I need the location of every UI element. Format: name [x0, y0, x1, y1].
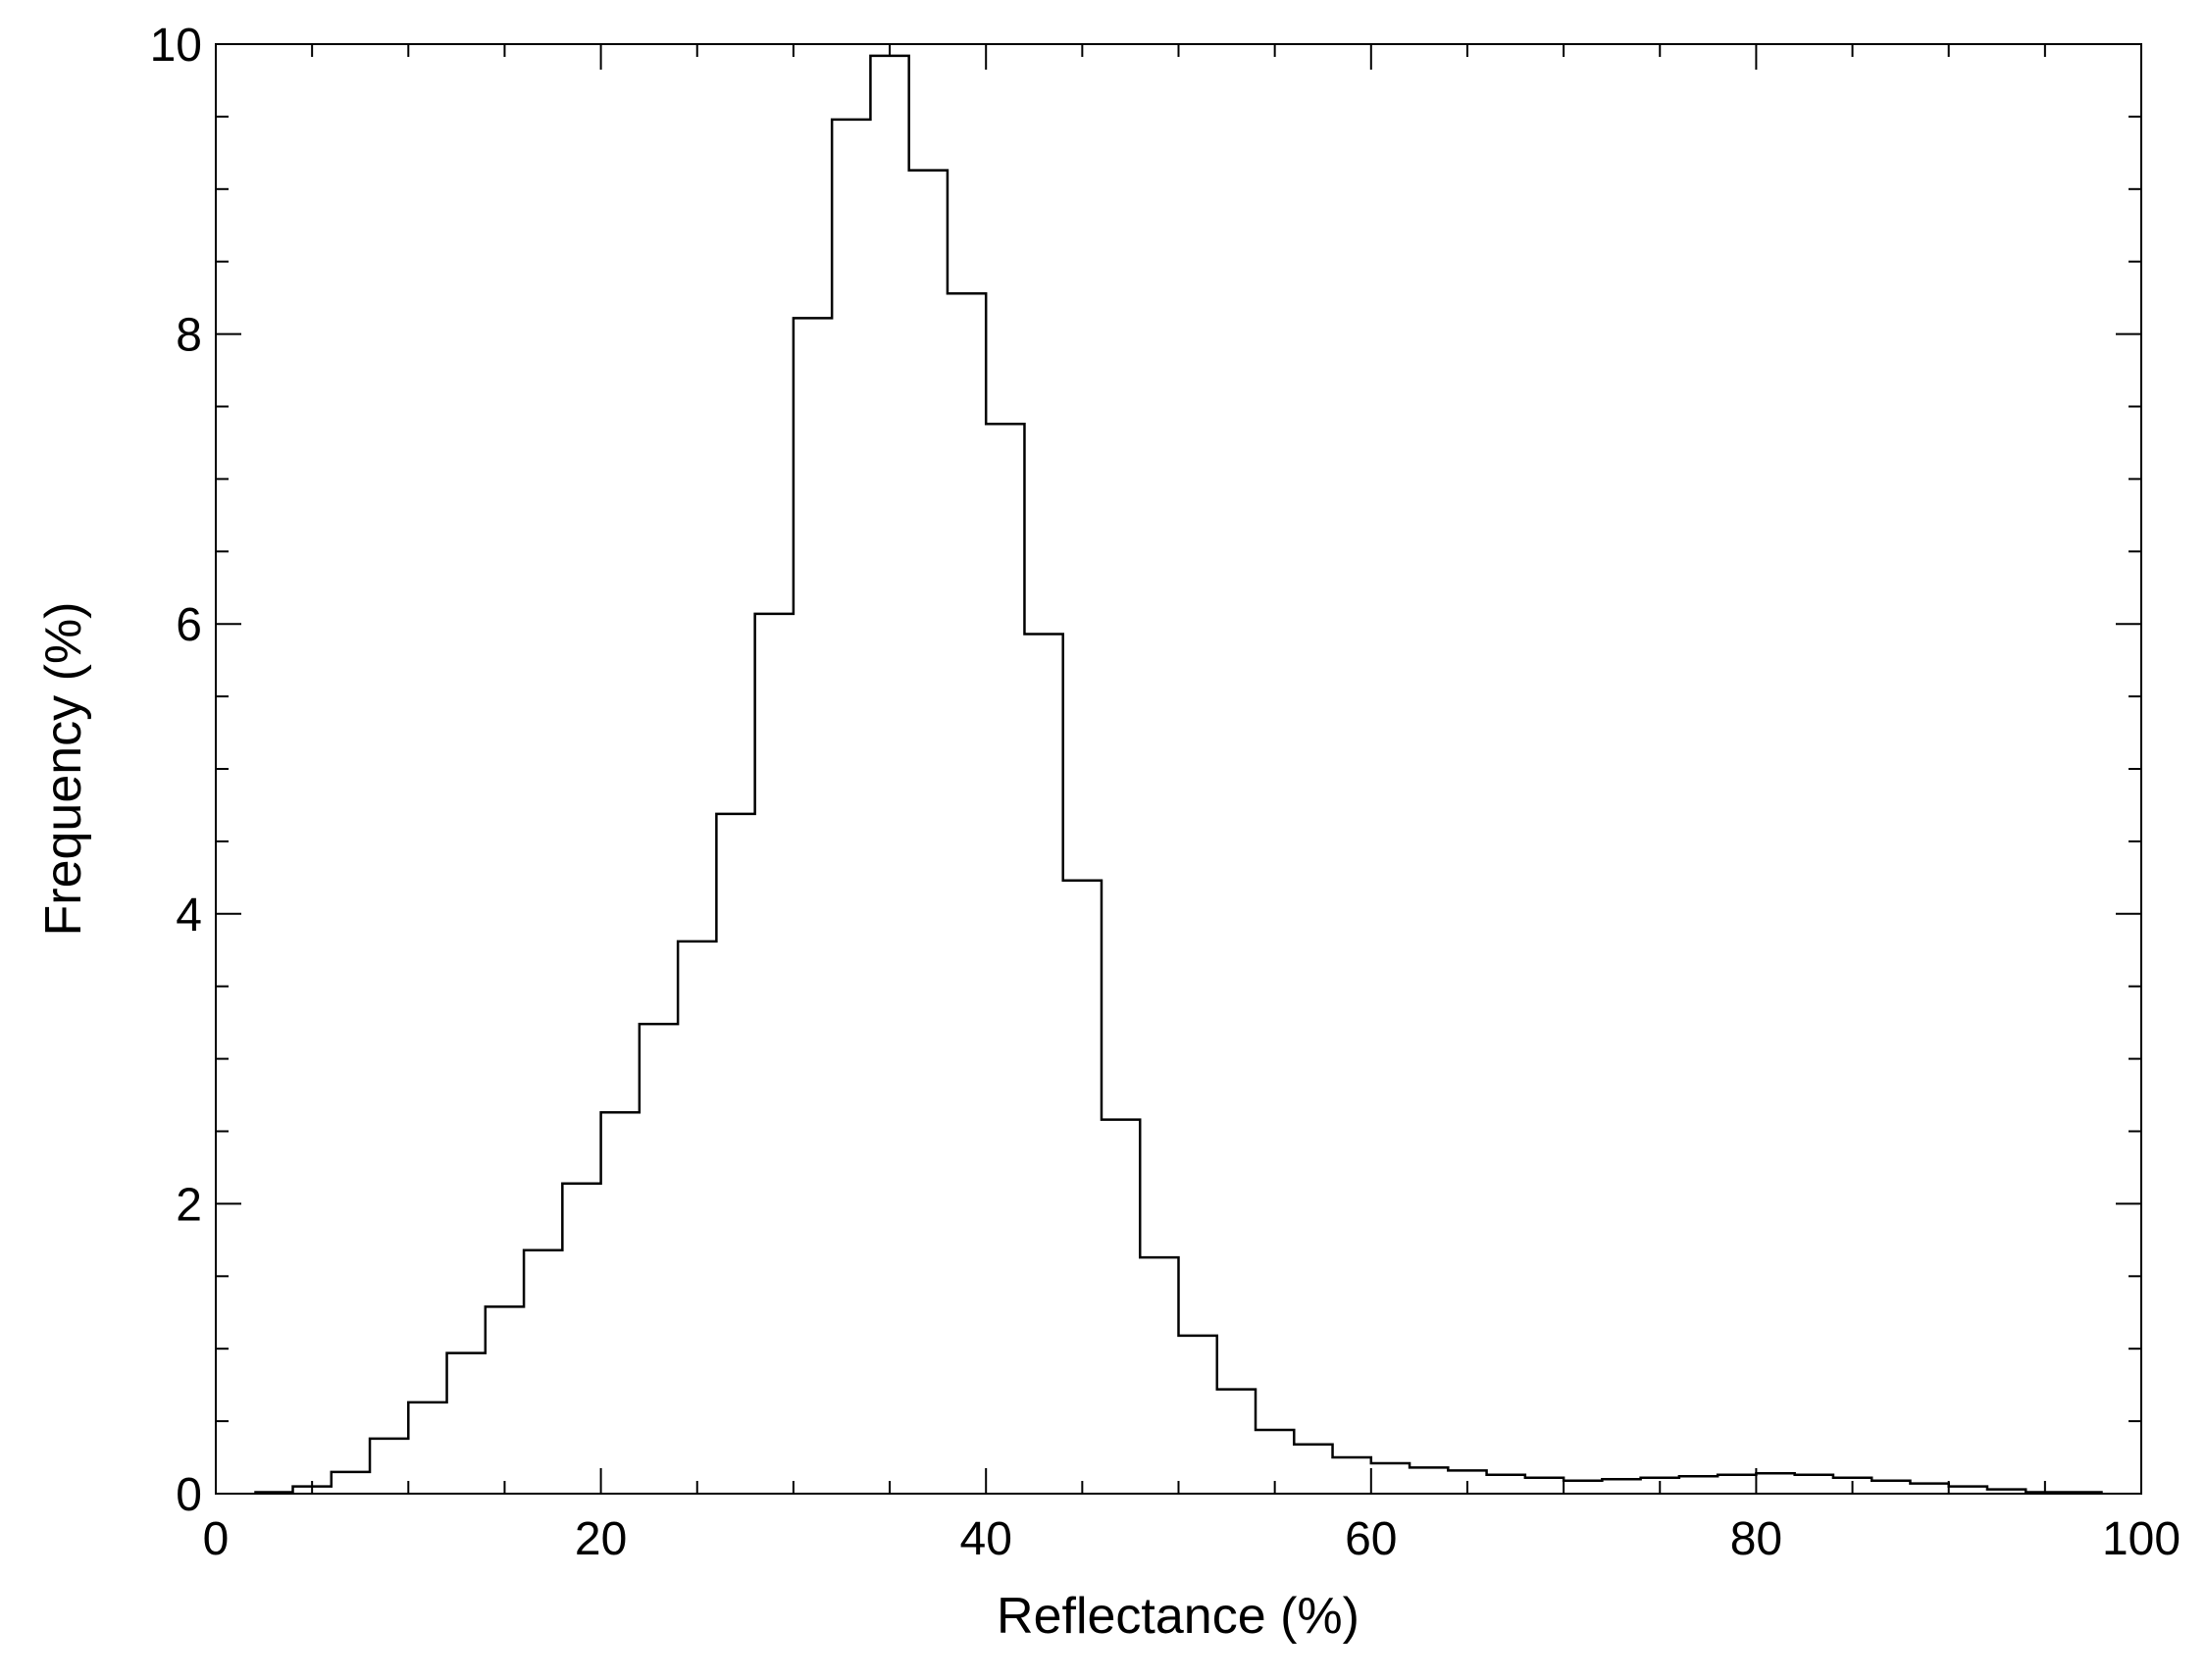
histogram-bar [408, 1402, 446, 1494]
histogram-bar [1448, 1470, 1486, 1494]
histogram-bar [870, 56, 908, 1494]
histogram-bar [486, 1306, 524, 1494]
histogram-bar [1024, 635, 1062, 1494]
histogram-bar [1641, 1478, 1679, 1494]
histogram-bar [1140, 1257, 1178, 1494]
histogram-bar [332, 1472, 370, 1494]
x-tick-label: 40 [960, 1513, 1012, 1565]
histogram-bar [1910, 1484, 1948, 1494]
y-tick-label: 8 [176, 310, 202, 362]
histogram-bar [370, 1439, 408, 1494]
histogram-bar [1756, 1473, 1794, 1494]
x-tick-label: 100 [2102, 1513, 2180, 1565]
x-axis-ticks [215, 44, 2142, 1494]
histogram-bar [755, 614, 794, 1494]
y-tick-label: 10 [150, 20, 202, 72]
histogram-bar [1333, 1457, 1371, 1494]
y-axis-title: Frequency (%) [35, 602, 92, 937]
x-tick-label: 0 [203, 1513, 230, 1565]
histogram-bar [678, 942, 716, 1494]
histogram-bar [1487, 1475, 1525, 1494]
x-tick-label: 60 [1345, 1513, 1397, 1565]
histogram-bar [909, 171, 948, 1494]
y-tick-label: 6 [176, 599, 202, 651]
histogram-bar [447, 1353, 486, 1494]
histogram-bar [601, 1112, 640, 1494]
histogram-bar [1833, 1478, 1872, 1494]
histogram-bar [1410, 1467, 1448, 1494]
histogram-bar [716, 814, 754, 1494]
x-axis-title: Reflectance (%) [997, 1588, 1360, 1645]
histogram-bar [1063, 881, 1102, 1494]
histogram-bar [986, 424, 1024, 1494]
histogram-bar [1217, 1390, 1256, 1494]
y-tick-label: 2 [176, 1179, 202, 1231]
histogram-bar [1718, 1475, 1756, 1494]
histogram-bar [794, 318, 832, 1494]
y-axis-tick-labels: 0 2 4 6 8 10 [150, 20, 202, 1521]
histogram-bar [1795, 1475, 1833, 1494]
histogram-bar [1294, 1445, 1332, 1494]
histogram-bar [1371, 1463, 1410, 1494]
histogram-bar [1872, 1481, 1910, 1494]
histogram-bar [524, 1250, 562, 1494]
histogram-bar [1256, 1430, 1294, 1494]
histogram-outline [254, 54, 2103, 1494]
histogram-bar [640, 1024, 678, 1494]
x-tick-label: 80 [1730, 1513, 1782, 1565]
y-axis-ticks [216, 43, 2141, 1495]
histogram-bar [1525, 1478, 1564, 1494]
histogram-bar [1564, 1481, 1602, 1494]
y-tick-label: 0 [176, 1469, 202, 1521]
histogram-bar [948, 293, 986, 1494]
histogram-bar [1602, 1479, 1640, 1494]
histogram-bar [832, 120, 870, 1494]
y-tick-label: 4 [176, 890, 202, 942]
histogram-bar [1679, 1476, 1718, 1494]
histogram-bar [1179, 1336, 1217, 1494]
x-tick-label: 20 [575, 1513, 627, 1565]
histogram-bar [562, 1184, 600, 1494]
histogram-bar [1102, 1120, 1140, 1494]
x-axis-tick-labels: 0 20 40 60 80 100 [203, 1513, 2180, 1565]
